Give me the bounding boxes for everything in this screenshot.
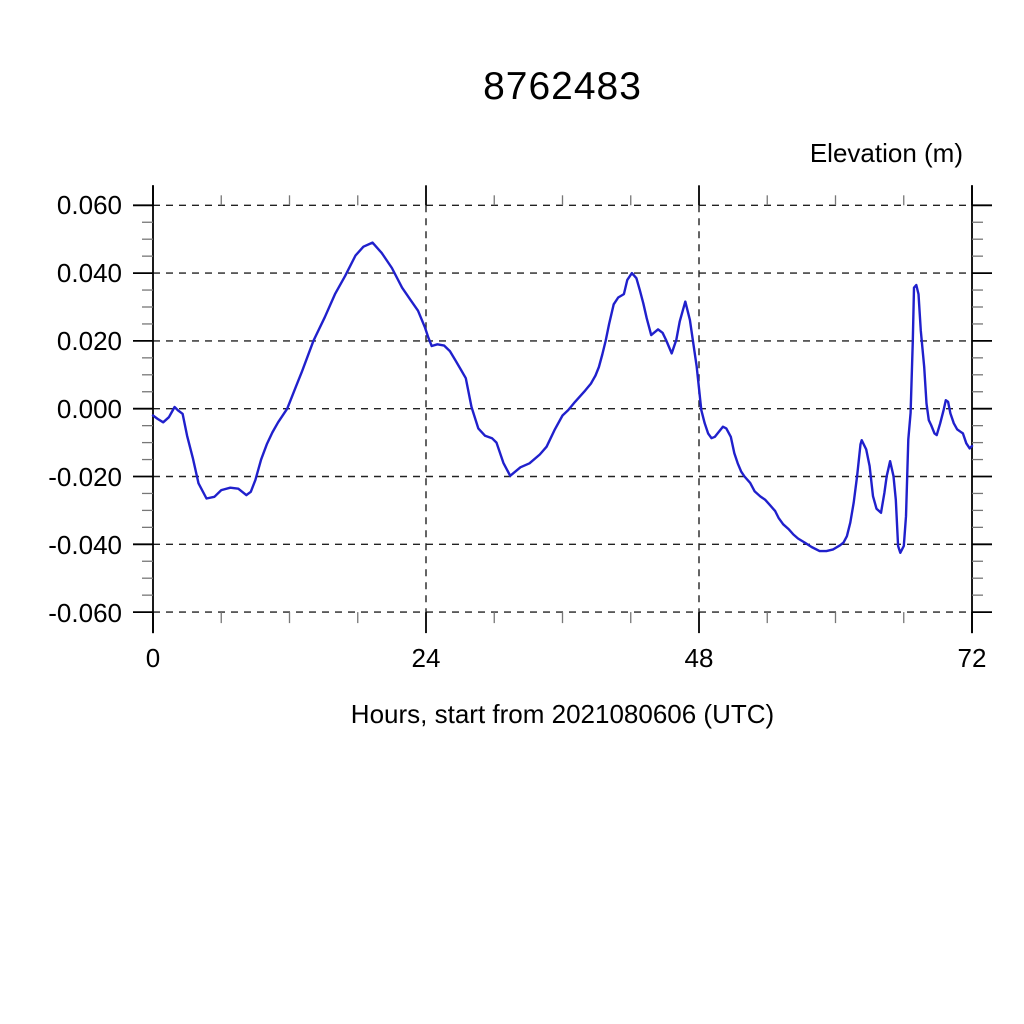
y-tick-label: 0.020 bbox=[56, 326, 122, 356]
y-tick-label: 0.040 bbox=[56, 258, 122, 288]
y-tick-label: -0.020 bbox=[48, 462, 122, 492]
x-tick-label: 72 bbox=[957, 643, 987, 673]
x-tick-label: 48 bbox=[684, 643, 714, 673]
x-axis-title: Hours, start from 2021080606 (UTC) bbox=[350, 699, 775, 729]
x-tick-label: 24 bbox=[411, 643, 441, 673]
y-tick-label: -0.060 bbox=[48, 598, 122, 628]
y-axis-title: Elevation (m) bbox=[809, 138, 963, 168]
y-tick-label: 0.060 bbox=[56, 190, 122, 220]
y-tick-label: -0.040 bbox=[48, 530, 122, 560]
chart-title: 8762483 bbox=[483, 65, 642, 108]
y-tick-label: 0.000 bbox=[56, 394, 122, 424]
x-tick-label: 0 bbox=[145, 643, 161, 673]
elevation-line bbox=[151, 241, 974, 554]
